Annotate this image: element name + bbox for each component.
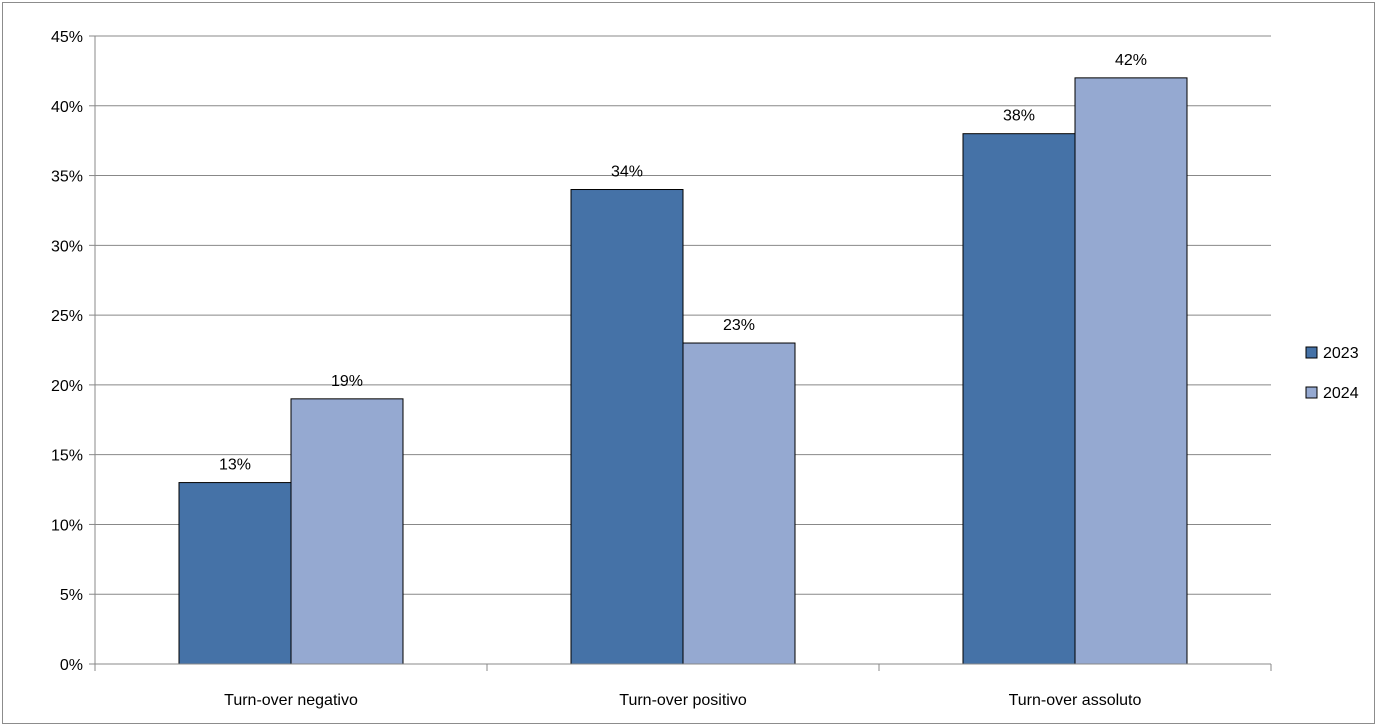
- y-tick-label: 5%: [60, 587, 83, 604]
- data-label: 34%: [611, 164, 643, 181]
- legend: 2023 2024: [1305, 345, 1359, 402]
- x-category-label: Turn-over assoluto: [1009, 692, 1142, 709]
- bar-2024-0: [290, 398, 404, 665]
- bar-2023-1: [570, 189, 684, 665]
- data-label: 13%: [219, 457, 251, 474]
- y-tick-label: 45%: [51, 29, 83, 46]
- data-label: 19%: [331, 373, 363, 390]
- bar-2023-0: [178, 482, 292, 665]
- y-tick-label: 35%: [51, 169, 83, 186]
- y-tick-label: 20%: [51, 378, 83, 395]
- legend-label-2023: 2023: [1323, 345, 1359, 362]
- y-tick-label: 10%: [51, 517, 83, 534]
- bar-2024-2: [1074, 77, 1188, 665]
- bars: [178, 77, 1188, 665]
- x-category-label: Turn-over positivo: [619, 692, 747, 709]
- y-tick-label: 40%: [51, 99, 83, 116]
- y-tick-label: 25%: [51, 308, 83, 325]
- y-tick-label: 0%: [60, 657, 83, 674]
- legend-swatch-2023: [1305, 346, 1318, 359]
- axes: 0% 5% 10% 15% 20% 25% 30% 35% 40% 45% Turn-over ne…: [51, 29, 1272, 709]
- y-tick-label: 30%: [51, 238, 83, 255]
- legend-swatch-2024: [1305, 386, 1318, 399]
- y-tick-label: 15%: [51, 448, 83, 465]
- x-category-label: Turn-over negativo: [224, 692, 358, 709]
- data-label: 42%: [1115, 52, 1147, 69]
- bar-2024-1: [682, 342, 796, 665]
- data-label: 38%: [1003, 108, 1035, 125]
- data-labels: 13% 19% 34% 23% 38% 42%: [219, 52, 1147, 474]
- legend-label-2024: 2024: [1323, 385, 1359, 402]
- data-label: 23%: [723, 317, 755, 334]
- bar-2023-2: [962, 133, 1076, 665]
